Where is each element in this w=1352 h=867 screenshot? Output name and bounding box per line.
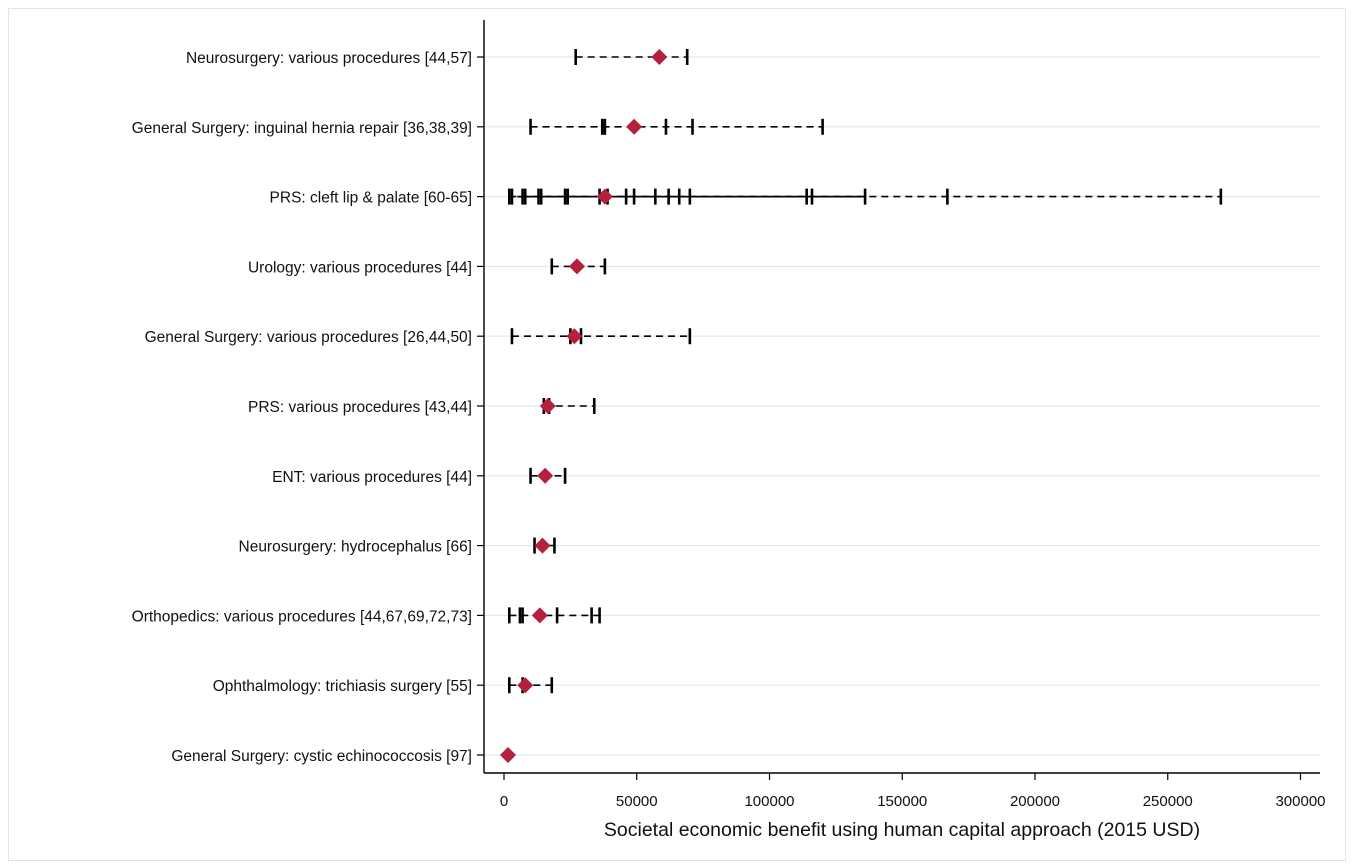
mean-marker: [569, 258, 586, 275]
mean-markers: [499, 49, 668, 763]
mean-marker: [517, 677, 534, 694]
x-tick-label: 50000: [616, 793, 658, 810]
mean-marker: [539, 398, 556, 414]
category-label: General Surgery: various procedures [26,…: [145, 329, 472, 346]
estimate-ticks: [508, 49, 1223, 694]
mean-marker: [596, 188, 613, 205]
mean-marker: [534, 537, 551, 554]
category-label: Ophthalmology: trichiasis surgery [55]: [213, 678, 472, 695]
x-tick-label: 150000: [877, 793, 927, 810]
category-label: Orthopedics: various procedures [44,67,6…: [132, 608, 472, 625]
mean-marker: [651, 49, 668, 65]
x-tick-label: 300000: [1275, 793, 1325, 810]
estimate-ranges: [509, 56, 1221, 687]
x-axis-title: Societal economic benefit using human ca…: [604, 819, 1200, 841]
category-labels: Neurosurgery: various procedures [44,57]…: [132, 50, 472, 765]
mean-marker: [566, 328, 583, 345]
category-label: PRS: various procedures [43,44]: [248, 399, 472, 416]
mean-marker: [626, 118, 643, 135]
category-label: ENT: various procedures [44]: [272, 469, 472, 486]
x-axis-ticks: 0 50000 100000 150000 200000 250000 300000: [500, 773, 1326, 810]
mean-marker: [531, 607, 548, 624]
category-label: General Surgery: inguinal hernia repair …: [132, 120, 472, 137]
x-tick-label: 250000: [1143, 793, 1193, 810]
mean-marker: [537, 467, 554, 484]
category-label: Urology: various procedures [44]: [248, 259, 472, 276]
figure-frame: [8, 8, 1346, 861]
category-label: PRS: cleft lip & palate [60-65]: [270, 190, 472, 207]
category-label: Neurosurgery: various procedures [44,57]: [186, 50, 472, 67]
x-tick-label: 0: [500, 793, 508, 810]
x-tick-label: 100000: [744, 793, 794, 810]
x-tick-label: 200000: [1010, 793, 1060, 810]
mean-marker: [499, 747, 516, 763]
category-label: Neurosurgery: hydrocephalus [66]: [239, 539, 473, 556]
category-label: General Surgery: cystic echinococcosis […: [171, 748, 472, 765]
gridlines: [484, 56, 1320, 756]
